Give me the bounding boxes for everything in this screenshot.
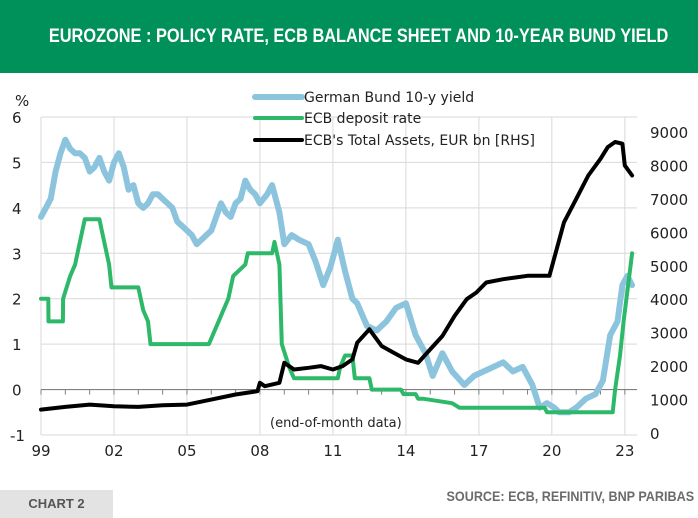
legend-label-assets: ECB's Total Assets, EUR bn [RHS] [304, 133, 535, 149]
y2-tick-label: 8000 [650, 157, 688, 175]
series-bund-yield [38, 136, 636, 416]
header-banner: EUROZONE : POLICY RATE, ECB BALANCE SHEE… [0, 0, 698, 73]
y2-tick-label: 3000 [650, 325, 688, 343]
y-tick-label: 0 [12, 382, 22, 400]
y-tick-label: 2 [12, 291, 22, 309]
chart: 6543210-19000800070006000500040003000200… [10, 90, 688, 460]
chart-annotation: (end-of-month data) [270, 416, 402, 431]
y2-tick-label: 1000 [650, 392, 688, 410]
x-tick-label: 08 [250, 442, 269, 460]
y2-tick-label: 7000 [650, 191, 688, 209]
legend-label-bund: German Bund 10-y yield [304, 90, 474, 106]
y-tick-label: 5 [12, 154, 22, 172]
chart-title: EUROZONE : POLICY RATE, ECB BALANCE SHEE… [48, 26, 669, 47]
y2-tick-label: 2000 [650, 358, 688, 376]
legend: German Bund 10-y yield ECB deposit rate … [252, 90, 535, 149]
x-tick-label: 05 [177, 442, 196, 460]
x-tick-label: 23 [615, 442, 634, 460]
y2-tick-label: 4000 [650, 291, 688, 309]
y-tick-label: -1 [10, 427, 25, 445]
y-axis-unit: % [15, 92, 29, 110]
x-tick-label: 02 [104, 442, 123, 460]
x-tick-label: 17 [469, 442, 488, 460]
x-tick-label: 99 [31, 442, 50, 460]
chart-number-label: CHART 2 [28, 496, 85, 511]
x-tick-label: 11 [323, 442, 342, 460]
y-tick-label: 3 [12, 245, 22, 263]
series-total-assets [39, 140, 635, 412]
y2-tick-label: 9000 [650, 124, 688, 142]
y2-tick-label: 5000 [650, 258, 688, 276]
legend-label-deposit: ECB deposit rate [304, 111, 421, 127]
axes: 6543210-19000800070006000500040003000200… [10, 109, 688, 460]
y-tick-label: 4 [12, 200, 22, 218]
y2-tick-label: 6000 [650, 224, 688, 242]
series-layer [38, 136, 636, 416]
y-tick-label: 6 [12, 109, 22, 127]
chart-number-tag: CHART 2 [0, 490, 113, 518]
series-deposit-rate [39, 217, 635, 415]
y-tick-label: 1 [12, 336, 22, 354]
grid [40, 116, 637, 436]
source-note: SOURCE: ECB, REFINITIV, BNP PARIBAS [446, 488, 694, 504]
x-tick-label: 14 [396, 442, 415, 460]
y2-tick-label: 0 [650, 425, 660, 443]
x-tick-label: 20 [542, 442, 561, 460]
